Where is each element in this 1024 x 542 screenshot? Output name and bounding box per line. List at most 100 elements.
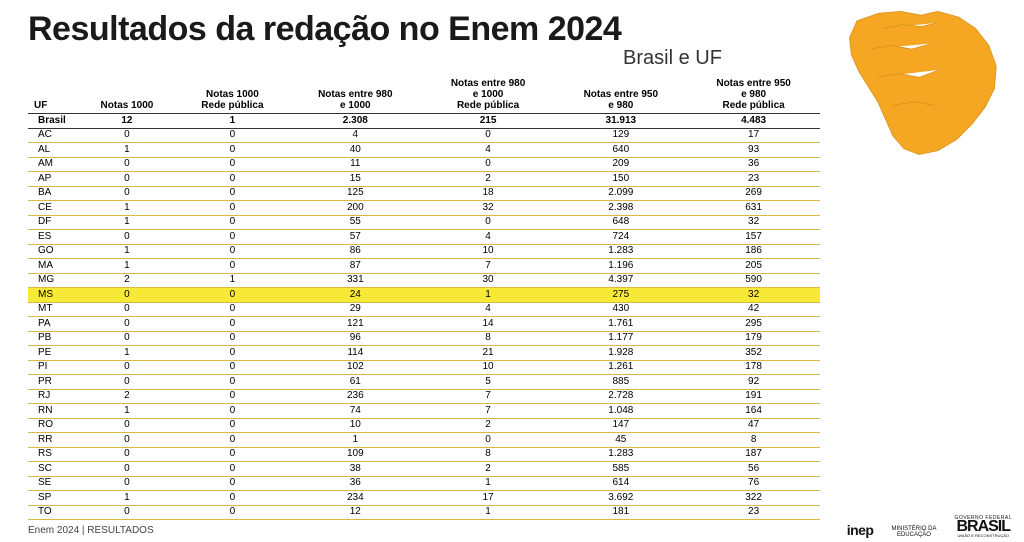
value-cell: 585 xyxy=(554,462,687,477)
value-cell: 0 xyxy=(176,447,289,462)
uf-cell: PB xyxy=(28,331,78,346)
value-cell: 1 xyxy=(78,491,176,506)
uf-cell: MT xyxy=(28,302,78,317)
value-cell: 150 xyxy=(554,172,687,187)
value-cell: 10 xyxy=(422,360,555,375)
value-cell: 0 xyxy=(176,375,289,390)
value-cell: 0 xyxy=(176,331,289,346)
value-cell: 0 xyxy=(176,389,289,404)
value-cell: 0 xyxy=(78,433,176,448)
table-row: AP0015215023 xyxy=(28,172,820,187)
value-cell: 352 xyxy=(687,346,820,361)
value-cell: 76 xyxy=(687,476,820,491)
table-row: GO1086101.283186 xyxy=(28,244,820,259)
value-cell: 74 xyxy=(289,404,422,419)
column-header: Notas entre 950e 980 Rede pública xyxy=(687,76,820,114)
value-cell: 0 xyxy=(176,505,289,520)
uf-cell: RN xyxy=(28,404,78,419)
uf-cell: PI xyxy=(28,360,78,375)
value-cell: 0 xyxy=(78,505,176,520)
table-row: PA00121141.761295 xyxy=(28,317,820,332)
value-cell: 234 xyxy=(289,491,422,506)
results-table: UFNotas 1000Notas 1000 Rede públicaNotas… xyxy=(28,76,820,520)
value-cell: 0 xyxy=(176,186,289,201)
value-cell: 0 xyxy=(78,360,176,375)
value-cell: 0 xyxy=(78,230,176,245)
value-cell: 32 xyxy=(687,215,820,230)
value-cell: 1.928 xyxy=(554,346,687,361)
table-row: MS0024127532 xyxy=(28,288,820,303)
value-cell: 0 xyxy=(176,476,289,491)
value-cell: 1.761 xyxy=(554,317,687,332)
value-cell: 61 xyxy=(289,375,422,390)
ministry-line2: EDUCAÇÃO xyxy=(891,532,936,538)
value-cell: 7 xyxy=(422,259,555,274)
value-cell: 4 xyxy=(422,143,555,158)
uf-cell: AC xyxy=(28,128,78,143)
value-cell: 17 xyxy=(687,128,820,143)
value-cell: 0 xyxy=(78,172,176,187)
uf-cell: RO xyxy=(28,418,78,433)
table-row: SC0038258556 xyxy=(28,462,820,477)
value-cell: 0 xyxy=(176,259,289,274)
value-cell: 4.483 xyxy=(687,114,820,129)
value-cell: 0 xyxy=(176,433,289,448)
value-cell: 47 xyxy=(687,418,820,433)
table-row: PI00102101.261178 xyxy=(28,360,820,375)
value-cell: 179 xyxy=(687,331,820,346)
value-cell: 0 xyxy=(78,476,176,491)
value-cell: 157 xyxy=(687,230,820,245)
value-cell: 1 xyxy=(78,201,176,216)
value-cell: 1 xyxy=(176,273,289,288)
value-cell: 0 xyxy=(176,201,289,216)
value-cell: 4 xyxy=(422,230,555,245)
value-cell: 590 xyxy=(687,273,820,288)
summary-row: Brasil1212.30821531.9134.483 xyxy=(28,114,820,129)
value-cell: 1 xyxy=(78,346,176,361)
value-cell: 181 xyxy=(554,505,687,520)
value-cell: 0 xyxy=(78,302,176,317)
value-cell: 0 xyxy=(176,172,289,187)
value-cell: 648 xyxy=(554,215,687,230)
uf-cell: MS xyxy=(28,288,78,303)
value-cell: 1 xyxy=(422,505,555,520)
uf-cell: ES xyxy=(28,230,78,245)
value-cell: 114 xyxy=(289,346,422,361)
value-cell: 2.398 xyxy=(554,201,687,216)
uf-cell: DF xyxy=(28,215,78,230)
value-cell: 0 xyxy=(176,143,289,158)
value-cell: 23 xyxy=(687,505,820,520)
value-cell: 0 xyxy=(176,404,289,419)
value-cell: 1 xyxy=(422,288,555,303)
uf-cell: RJ xyxy=(28,389,78,404)
value-cell: 17 xyxy=(422,491,555,506)
value-cell: 1.048 xyxy=(554,404,687,419)
uf-cell: Brasil xyxy=(28,114,78,129)
value-cell: 2 xyxy=(78,273,176,288)
value-cell: 57 xyxy=(289,230,422,245)
value-cell: 14 xyxy=(422,317,555,332)
value-cell: 93 xyxy=(687,143,820,158)
inep-logo: inep xyxy=(847,522,874,538)
value-cell: 7 xyxy=(422,389,555,404)
value-cell: 109 xyxy=(289,447,422,462)
results-table-wrap: UFNotas 1000Notas 1000 Rede públicaNotas… xyxy=(28,76,820,520)
value-cell: 275 xyxy=(554,288,687,303)
table-row: CE10200322.398631 xyxy=(28,201,820,216)
value-cell: 164 xyxy=(687,404,820,419)
column-header: Notas entre 950e 980 xyxy=(554,76,687,114)
table-body: Brasil1212.30821531.9134.483AC004012917A… xyxy=(28,114,820,520)
value-cell: 295 xyxy=(687,317,820,332)
uf-cell: BA xyxy=(28,186,78,201)
value-cell: 0 xyxy=(422,157,555,172)
value-cell: 0 xyxy=(176,462,289,477)
value-cell: 236 xyxy=(289,389,422,404)
value-cell: 3.692 xyxy=(554,491,687,506)
value-cell: 92 xyxy=(687,375,820,390)
table-row: AL1040464093 xyxy=(28,143,820,158)
value-cell: 129 xyxy=(554,128,687,143)
value-cell: 15 xyxy=(289,172,422,187)
brazil-map-icon xyxy=(826,2,1016,162)
value-cell: 0 xyxy=(176,346,289,361)
value-cell: 7 xyxy=(422,404,555,419)
